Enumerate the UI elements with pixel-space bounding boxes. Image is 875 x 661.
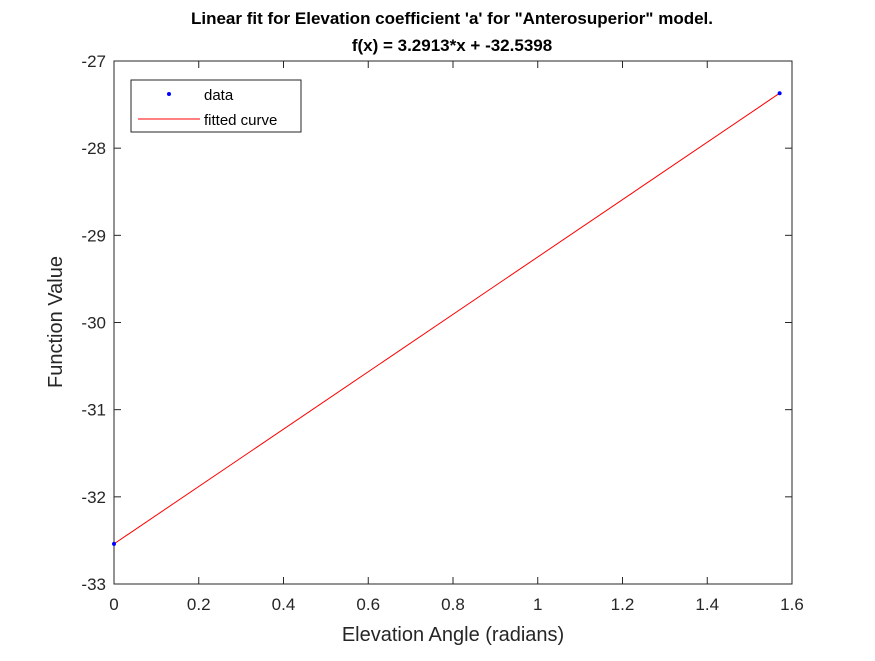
chart-title: Linear fit for Elevation coefficient 'a'… xyxy=(191,9,713,28)
x-tick-label: 1 xyxy=(533,595,542,614)
y-tick-label: -31 xyxy=(81,401,106,420)
x-tick-label: 0.8 xyxy=(441,595,465,614)
x-axis-label: Elevation Angle (radians) xyxy=(342,624,564,646)
y-axis-label: Function Value xyxy=(45,256,67,388)
x-tick-label: 1.6 xyxy=(780,595,804,614)
data-point xyxy=(112,541,116,546)
data-point xyxy=(777,91,782,96)
legend-label-data: data xyxy=(204,87,234,104)
x-tick-label: 1.2 xyxy=(611,595,635,614)
legend-data-marker xyxy=(167,92,171,96)
series-layer xyxy=(112,91,782,546)
chart-subtitle: f(x) = 3.2913*x + -32.5398 xyxy=(352,36,552,55)
plot-area xyxy=(113,60,793,585)
legend: data fitted curve xyxy=(130,79,302,133)
fitted-curve-line xyxy=(113,92,780,545)
legend-label-fitted-curve: fitted curve xyxy=(204,112,277,129)
x-tick-label: 0.4 xyxy=(272,595,296,614)
y-tick-label: -28 xyxy=(81,139,106,158)
x-tick-label: 0.6 xyxy=(356,595,380,614)
y-tick-label: -32 xyxy=(81,488,106,507)
x-tick-label: 0 xyxy=(109,595,118,614)
ticks-layer: 0 0.2 0.4 0.6 0.8 1 1.2 1.4 1.6 -33 -32 -31 -30 -29 -2… xyxy=(81,52,803,614)
legend-box xyxy=(130,79,302,133)
x-tick-label: 0.2 xyxy=(187,595,211,614)
y-tick-label: -29 xyxy=(81,226,106,245)
y-tick-label: -27 xyxy=(81,52,106,71)
y-tick-label: -33 xyxy=(81,575,106,594)
y-tick-label: -30 xyxy=(81,314,106,333)
x-tick-label: 1.4 xyxy=(695,595,719,614)
